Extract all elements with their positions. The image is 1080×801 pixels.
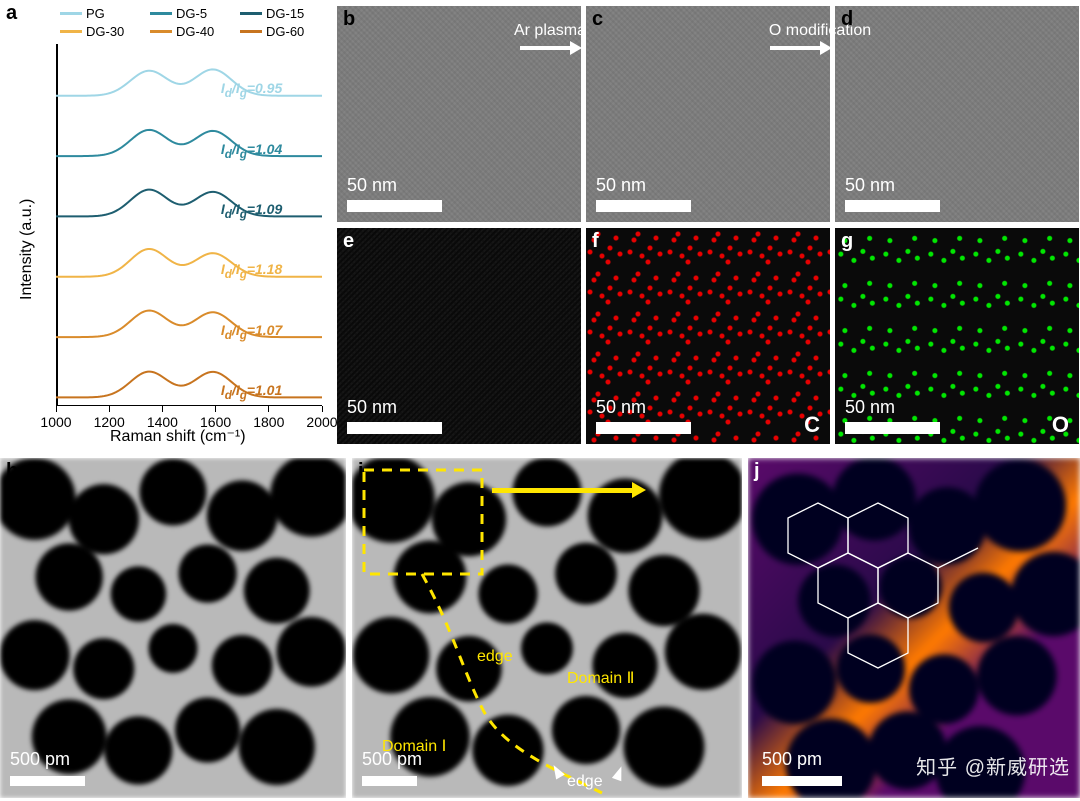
panel-f-label: f <box>592 230 599 253</box>
x-tick <box>109 406 110 412</box>
panel-f-scale-bar <box>596 422 691 434</box>
label-o-modification: O modification <box>740 22 900 40</box>
x-tick <box>268 406 269 412</box>
panel-c-scale-text: 50 nm <box>596 175 646 196</box>
panel-j-hex-overlay <box>748 458 1080 798</box>
panel-f-eds-c: f 50 nm C <box>586 228 830 444</box>
panel-h-scale-text: 500 pm <box>10 749 70 770</box>
panel-j-lattice-color: j 500 pm 知乎 @新威研选 <box>748 458 1080 798</box>
x-tick <box>215 406 216 412</box>
ratio-label: Id/Ig=0.95 <box>221 80 282 100</box>
legend-item: DG-60 <box>240 24 304 39</box>
panel-b-scale-text: 50 nm <box>347 175 397 196</box>
legend-item: PG <box>60 6 105 21</box>
panel-d-scale-bar <box>845 200 940 212</box>
legend-item: DG-5 <box>150 6 207 21</box>
panel-g-scale-bar <box>845 422 940 434</box>
panel-g-eds-o: g 50 nm O <box>835 228 1079 444</box>
y-axis-line <box>56 44 58 406</box>
panel-g-element: O <box>1052 412 1069 438</box>
panel-a-raman-plot: a PGDG-5DG-15DG-30DG-40DG-60 10001200140… <box>0 0 330 450</box>
x-axis-line <box>56 405 322 407</box>
panel-b-label: b <box>343 8 355 31</box>
anno-edge-2: edge <box>567 773 603 791</box>
panel-i-scale-bar <box>362 776 417 786</box>
panel-d-label: d <box>841 8 853 31</box>
panel-e-label: e <box>343 230 354 253</box>
panel-b-scale-bar <box>347 200 442 212</box>
panel-g-scale-text: 50 nm <box>845 397 895 418</box>
x-tick-label: 1000 <box>38 414 74 430</box>
panel-e-haadf: e 50 nm <box>337 228 581 444</box>
ratio-label: Id/Ig=1.09 <box>221 201 282 221</box>
panel-a-label: a <box>6 2 17 25</box>
ratio-label: Id/Ig=1.04 <box>221 141 282 161</box>
panel-h-label: h <box>6 460 18 483</box>
panel-i-scale-text: 500 pm <box>362 749 422 770</box>
ratio-label: Id/Ig=1.01 <box>221 382 282 402</box>
anno-edge-1: edge <box>477 648 513 666</box>
x-tick <box>322 406 323 412</box>
panel-c-label: c <box>592 8 603 31</box>
panel-c-scale-bar <box>596 200 691 212</box>
panel-d-scale-text: 50 nm <box>845 175 895 196</box>
panel-e-scale-bar <box>347 422 442 434</box>
scientific-figure: a PGDG-5DG-15DG-30DG-40DG-60 10001200140… <box>0 0 1080 801</box>
y-axis-title: Intensity (a.u.) <box>18 199 36 300</box>
panel-j-scale-text: 500 pm <box>762 749 822 770</box>
legend-item: DG-15 <box>240 6 304 21</box>
anno-domain-2: Domain Ⅱ <box>567 668 634 688</box>
x-tick <box>162 406 163 412</box>
lattice-h-texture <box>0 458 346 798</box>
panel-i-lattice: i edge Domain Ⅰ Domain Ⅱ edge 500 pm <box>352 458 742 798</box>
panel-h-scale-bar <box>10 776 85 786</box>
x-tick <box>56 406 57 412</box>
x-tick-label: 2000 <box>304 414 340 430</box>
panel-g-label: g <box>841 230 853 253</box>
panel-e-scale-text: 50 nm <box>347 397 397 418</box>
panel-f-scale-text: 50 nm <box>596 397 646 418</box>
legend-item: DG-40 <box>150 24 214 39</box>
panel-j-label: j <box>754 460 760 483</box>
x-axis-title: Raman shift (cm⁻¹) <box>110 426 246 446</box>
panel-f-element: C <box>804 412 820 438</box>
panel-j-scale-bar <box>762 776 842 786</box>
panel-i-label: i <box>358 460 364 483</box>
watermark: 知乎 @新威研选 <box>916 751 1070 780</box>
legend-item: DG-30 <box>60 24 124 39</box>
panel-h-lattice: h 500 pm <box>0 458 346 798</box>
ratio-label: Id/Ig=1.18 <box>221 261 282 281</box>
x-tick-label: 1800 <box>251 414 287 430</box>
ratio-label: Id/Ig=1.07 <box>221 322 282 342</box>
